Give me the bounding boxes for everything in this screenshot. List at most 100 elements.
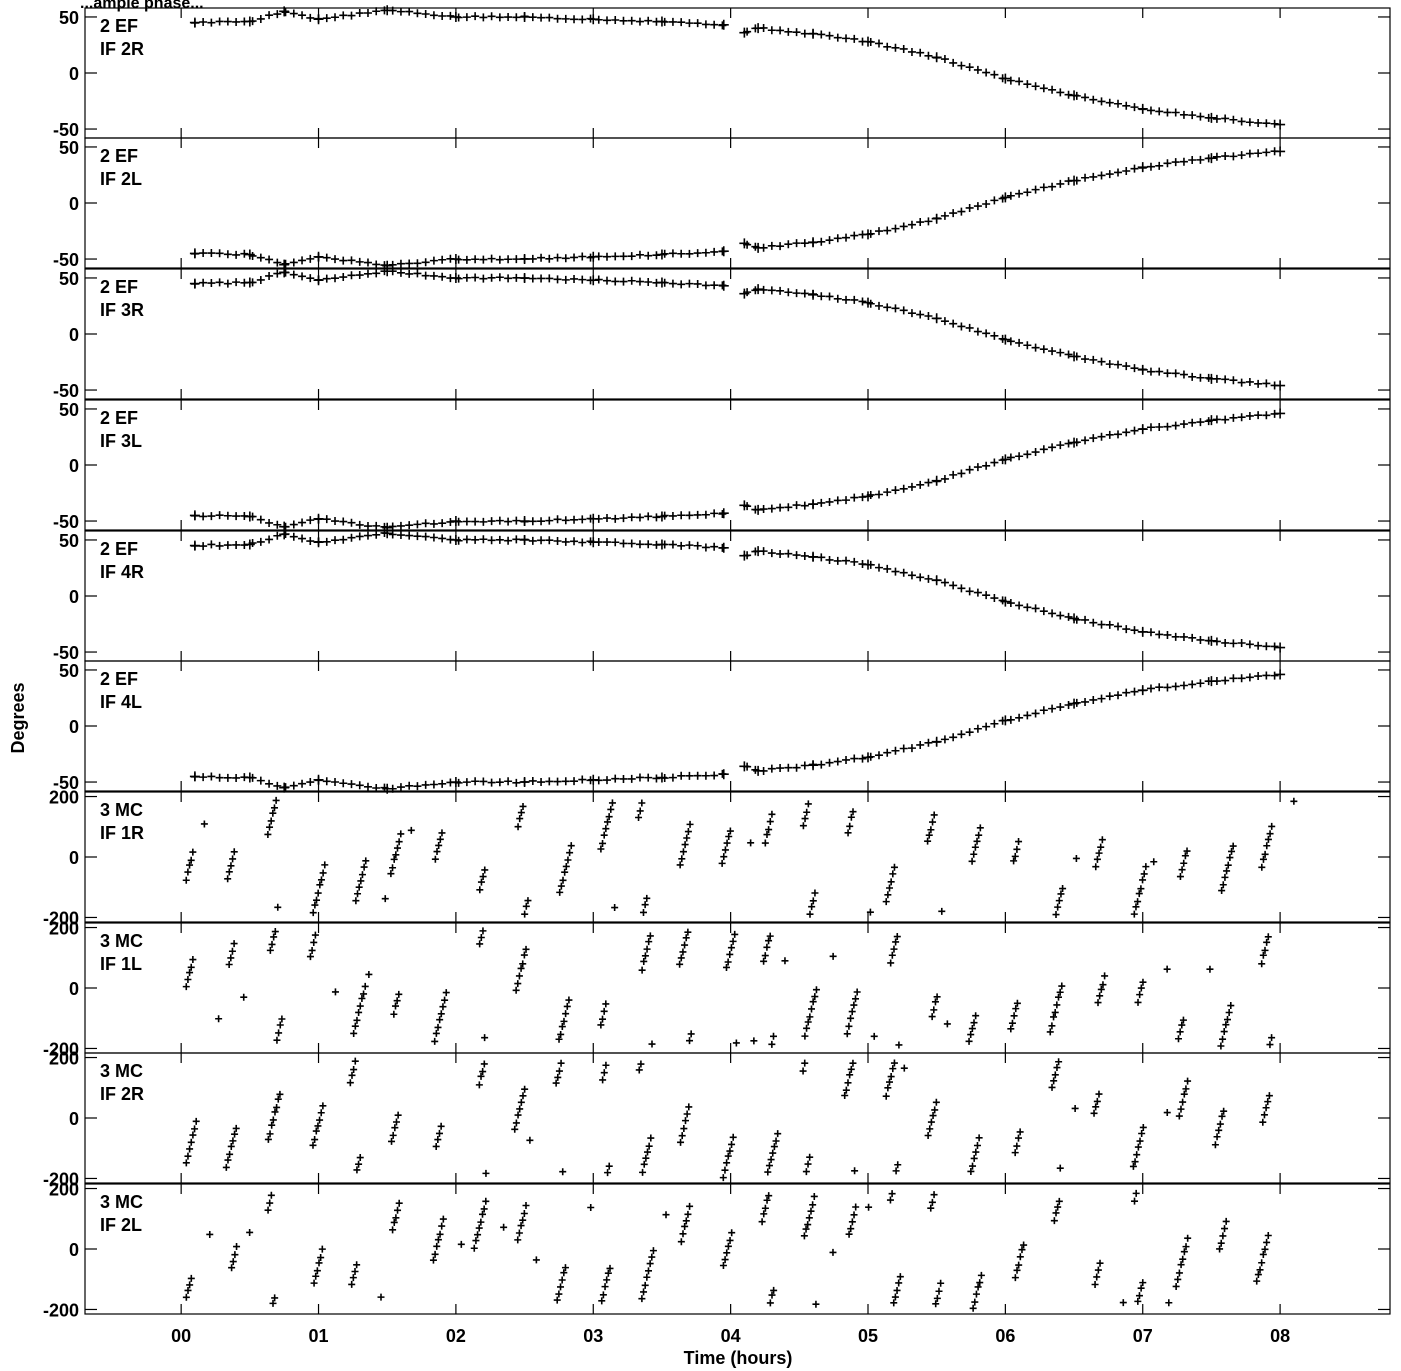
- data-point: [1000, 454, 1011, 465]
- data-point: [312, 1127, 320, 1135]
- data-point: [1031, 604, 1040, 613]
- data-point: [806, 910, 814, 918]
- data-point: [450, 534, 461, 545]
- data-point: [578, 515, 587, 524]
- data-point: [931, 475, 942, 486]
- data-point: [682, 1217, 690, 1225]
- data-point: [1069, 175, 1080, 186]
- data-point: [1155, 683, 1164, 692]
- data-point: [829, 952, 837, 960]
- data-point: [358, 994, 366, 1002]
- data-point: [1174, 1035, 1182, 1043]
- data-point: [1099, 981, 1107, 989]
- data-point: [891, 746, 900, 755]
- data-point: [1013, 1266, 1021, 1274]
- data-point: [600, 1069, 608, 1077]
- data-point: [537, 274, 546, 283]
- data-point: [519, 272, 530, 283]
- data-point: [973, 837, 981, 845]
- data-point: [924, 217, 933, 226]
- data-point: [776, 764, 785, 773]
- data-point: [519, 516, 530, 527]
- data-point: [1137, 626, 1148, 637]
- panel-label-if: IF 3L: [100, 431, 142, 451]
- data-point: [244, 772, 255, 783]
- data-point: [833, 234, 842, 243]
- data-point: [1092, 863, 1100, 871]
- data-point: [487, 536, 496, 545]
- data-point: [677, 280, 686, 289]
- data-point: [883, 748, 892, 757]
- data-point: [886, 1196, 894, 1204]
- panel-label-if: IF 2R: [100, 1084, 144, 1104]
- data-point: [186, 969, 194, 977]
- data-point: [640, 957, 648, 965]
- data-point: [517, 809, 525, 817]
- data-point: [677, 771, 686, 780]
- data-point: [710, 247, 719, 256]
- data-point: [265, 255, 274, 264]
- panel-label-baseline: 3 MC: [100, 1061, 143, 1081]
- data-point: [972, 1012, 980, 1020]
- data-point: [635, 773, 644, 782]
- data-point: [1058, 982, 1066, 990]
- data-point: [731, 930, 739, 938]
- data-point: [639, 1168, 647, 1176]
- data-point: [553, 14, 562, 23]
- data-point: [599, 1291, 607, 1299]
- data-point: [957, 469, 966, 478]
- data-point: [570, 515, 579, 524]
- data-point: [765, 826, 773, 834]
- data-point: [413, 269, 422, 278]
- data-point: [570, 537, 579, 546]
- data-point: [710, 20, 719, 29]
- data-point: [1134, 1297, 1142, 1305]
- data-point: [322, 274, 331, 283]
- y-tick-label: -200: [43, 908, 79, 928]
- data-point: [223, 773, 232, 782]
- data-point: [1023, 188, 1032, 197]
- data-point: [899, 222, 908, 231]
- data-point: [1050, 1013, 1058, 1021]
- data-point: [973, 1142, 981, 1149]
- data-point: [833, 294, 842, 303]
- data-point: [753, 546, 764, 557]
- data-point: [940, 55, 949, 64]
- data-point: [1039, 706, 1048, 715]
- data-point: [1184, 1234, 1192, 1242]
- data-point: [865, 1203, 873, 1211]
- data-point: [965, 465, 974, 474]
- data-point: [346, 1079, 354, 1087]
- data-point: [668, 17, 677, 26]
- panel-label-if: IF 3R: [100, 300, 144, 320]
- data-point: [462, 273, 471, 282]
- x-axis: 00 01 02 03 04 05 06 07 08: [171, 1326, 1290, 1346]
- data-point: [637, 1060, 645, 1068]
- data-point: [605, 813, 613, 821]
- data-point: [776, 549, 785, 558]
- data-point: [1229, 842, 1237, 850]
- data-point: [1015, 713, 1024, 722]
- data-point: [512, 778, 521, 787]
- data-point: [395, 990, 403, 998]
- data-point: [842, 1086, 850, 1094]
- data-point: [264, 1135, 272, 1143]
- data-point: [1223, 867, 1231, 875]
- data-point: [804, 1221, 812, 1229]
- data-point: [560, 1017, 568, 1025]
- data-point: [973, 65, 982, 74]
- data-point: [358, 871, 366, 879]
- data-point: [316, 881, 324, 889]
- data-point: [388, 530, 397, 539]
- data-point: [800, 551, 809, 560]
- data-point: [429, 519, 438, 528]
- data-point: [588, 513, 599, 524]
- data-point: [1069, 351, 1080, 362]
- data-point: [519, 802, 527, 810]
- data-point: [244, 511, 255, 522]
- data-point: [1055, 1058, 1063, 1066]
- data-point: [597, 1021, 605, 1029]
- data-point: [578, 775, 587, 784]
- data-point: [644, 1148, 652, 1156]
- data-point: [413, 520, 422, 529]
